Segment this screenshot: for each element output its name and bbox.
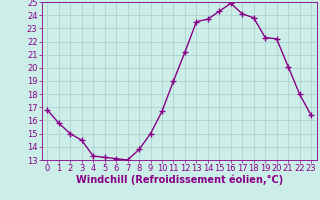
- X-axis label: Windchill (Refroidissement éolien,°C): Windchill (Refroidissement éolien,°C): [76, 175, 283, 185]
